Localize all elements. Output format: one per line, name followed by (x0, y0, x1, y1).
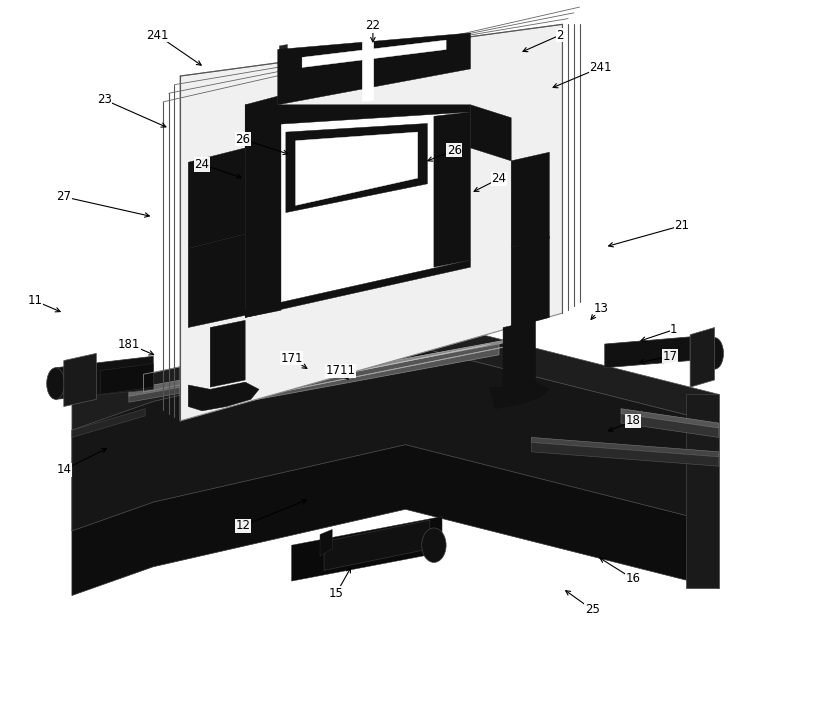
Text: 27: 27 (57, 190, 71, 203)
Text: 13: 13 (593, 302, 608, 315)
Polygon shape (129, 376, 202, 397)
Text: 21: 21 (675, 219, 690, 232)
Text: 2: 2 (556, 29, 563, 41)
Polygon shape (686, 395, 718, 589)
Text: 26: 26 (446, 143, 462, 156)
Polygon shape (72, 409, 145, 437)
Ellipse shape (706, 337, 723, 369)
Polygon shape (129, 384, 202, 403)
Text: 15: 15 (329, 587, 344, 600)
Polygon shape (362, 33, 373, 102)
Polygon shape (64, 353, 97, 407)
Polygon shape (245, 118, 281, 317)
Polygon shape (511, 152, 550, 247)
Polygon shape (320, 529, 333, 556)
Polygon shape (489, 382, 550, 409)
Polygon shape (503, 320, 536, 390)
Text: 26: 26 (235, 132, 251, 146)
Polygon shape (188, 148, 245, 248)
Polygon shape (470, 105, 511, 161)
Polygon shape (72, 344, 718, 531)
Polygon shape (72, 315, 718, 430)
Polygon shape (242, 344, 491, 395)
Ellipse shape (422, 528, 446, 563)
Polygon shape (72, 445, 718, 596)
Polygon shape (210, 320, 245, 387)
Text: 181: 181 (118, 337, 140, 350)
Polygon shape (621, 413, 718, 437)
Polygon shape (180, 25, 563, 421)
Text: 171: 171 (280, 352, 303, 365)
Polygon shape (532, 437, 718, 457)
Polygon shape (434, 112, 470, 267)
Text: 24: 24 (491, 172, 506, 185)
Polygon shape (604, 337, 690, 368)
Text: 18: 18 (626, 414, 640, 427)
Polygon shape (279, 44, 287, 102)
Text: 1711: 1711 (325, 364, 355, 377)
Polygon shape (227, 337, 523, 395)
Polygon shape (188, 234, 245, 327)
Text: 11: 11 (28, 295, 43, 308)
Polygon shape (259, 346, 507, 397)
Text: 14: 14 (57, 463, 71, 476)
Polygon shape (245, 105, 470, 127)
Text: 25: 25 (585, 603, 600, 616)
Polygon shape (278, 33, 470, 105)
Polygon shape (292, 516, 442, 581)
Polygon shape (245, 105, 470, 317)
Polygon shape (690, 327, 714, 387)
Text: 241: 241 (590, 61, 612, 74)
Text: 23: 23 (97, 93, 112, 106)
Polygon shape (72, 402, 153, 531)
Text: 17: 17 (663, 350, 677, 363)
Text: 24: 24 (195, 158, 210, 171)
Polygon shape (227, 344, 499, 405)
Polygon shape (188, 382, 259, 411)
Polygon shape (286, 124, 428, 213)
Polygon shape (296, 132, 418, 206)
Ellipse shape (47, 368, 65, 400)
Polygon shape (621, 409, 718, 428)
Polygon shape (532, 442, 718, 466)
Text: 22: 22 (365, 20, 380, 33)
Polygon shape (511, 236, 550, 327)
Text: 1: 1 (670, 323, 677, 336)
Text: 16: 16 (626, 573, 640, 586)
Polygon shape (245, 96, 278, 148)
Polygon shape (101, 363, 153, 395)
Text: 12: 12 (235, 519, 251, 532)
Polygon shape (302, 40, 446, 67)
Text: 241: 241 (146, 29, 169, 41)
Polygon shape (245, 260, 470, 317)
Polygon shape (56, 356, 153, 400)
Polygon shape (324, 520, 430, 571)
